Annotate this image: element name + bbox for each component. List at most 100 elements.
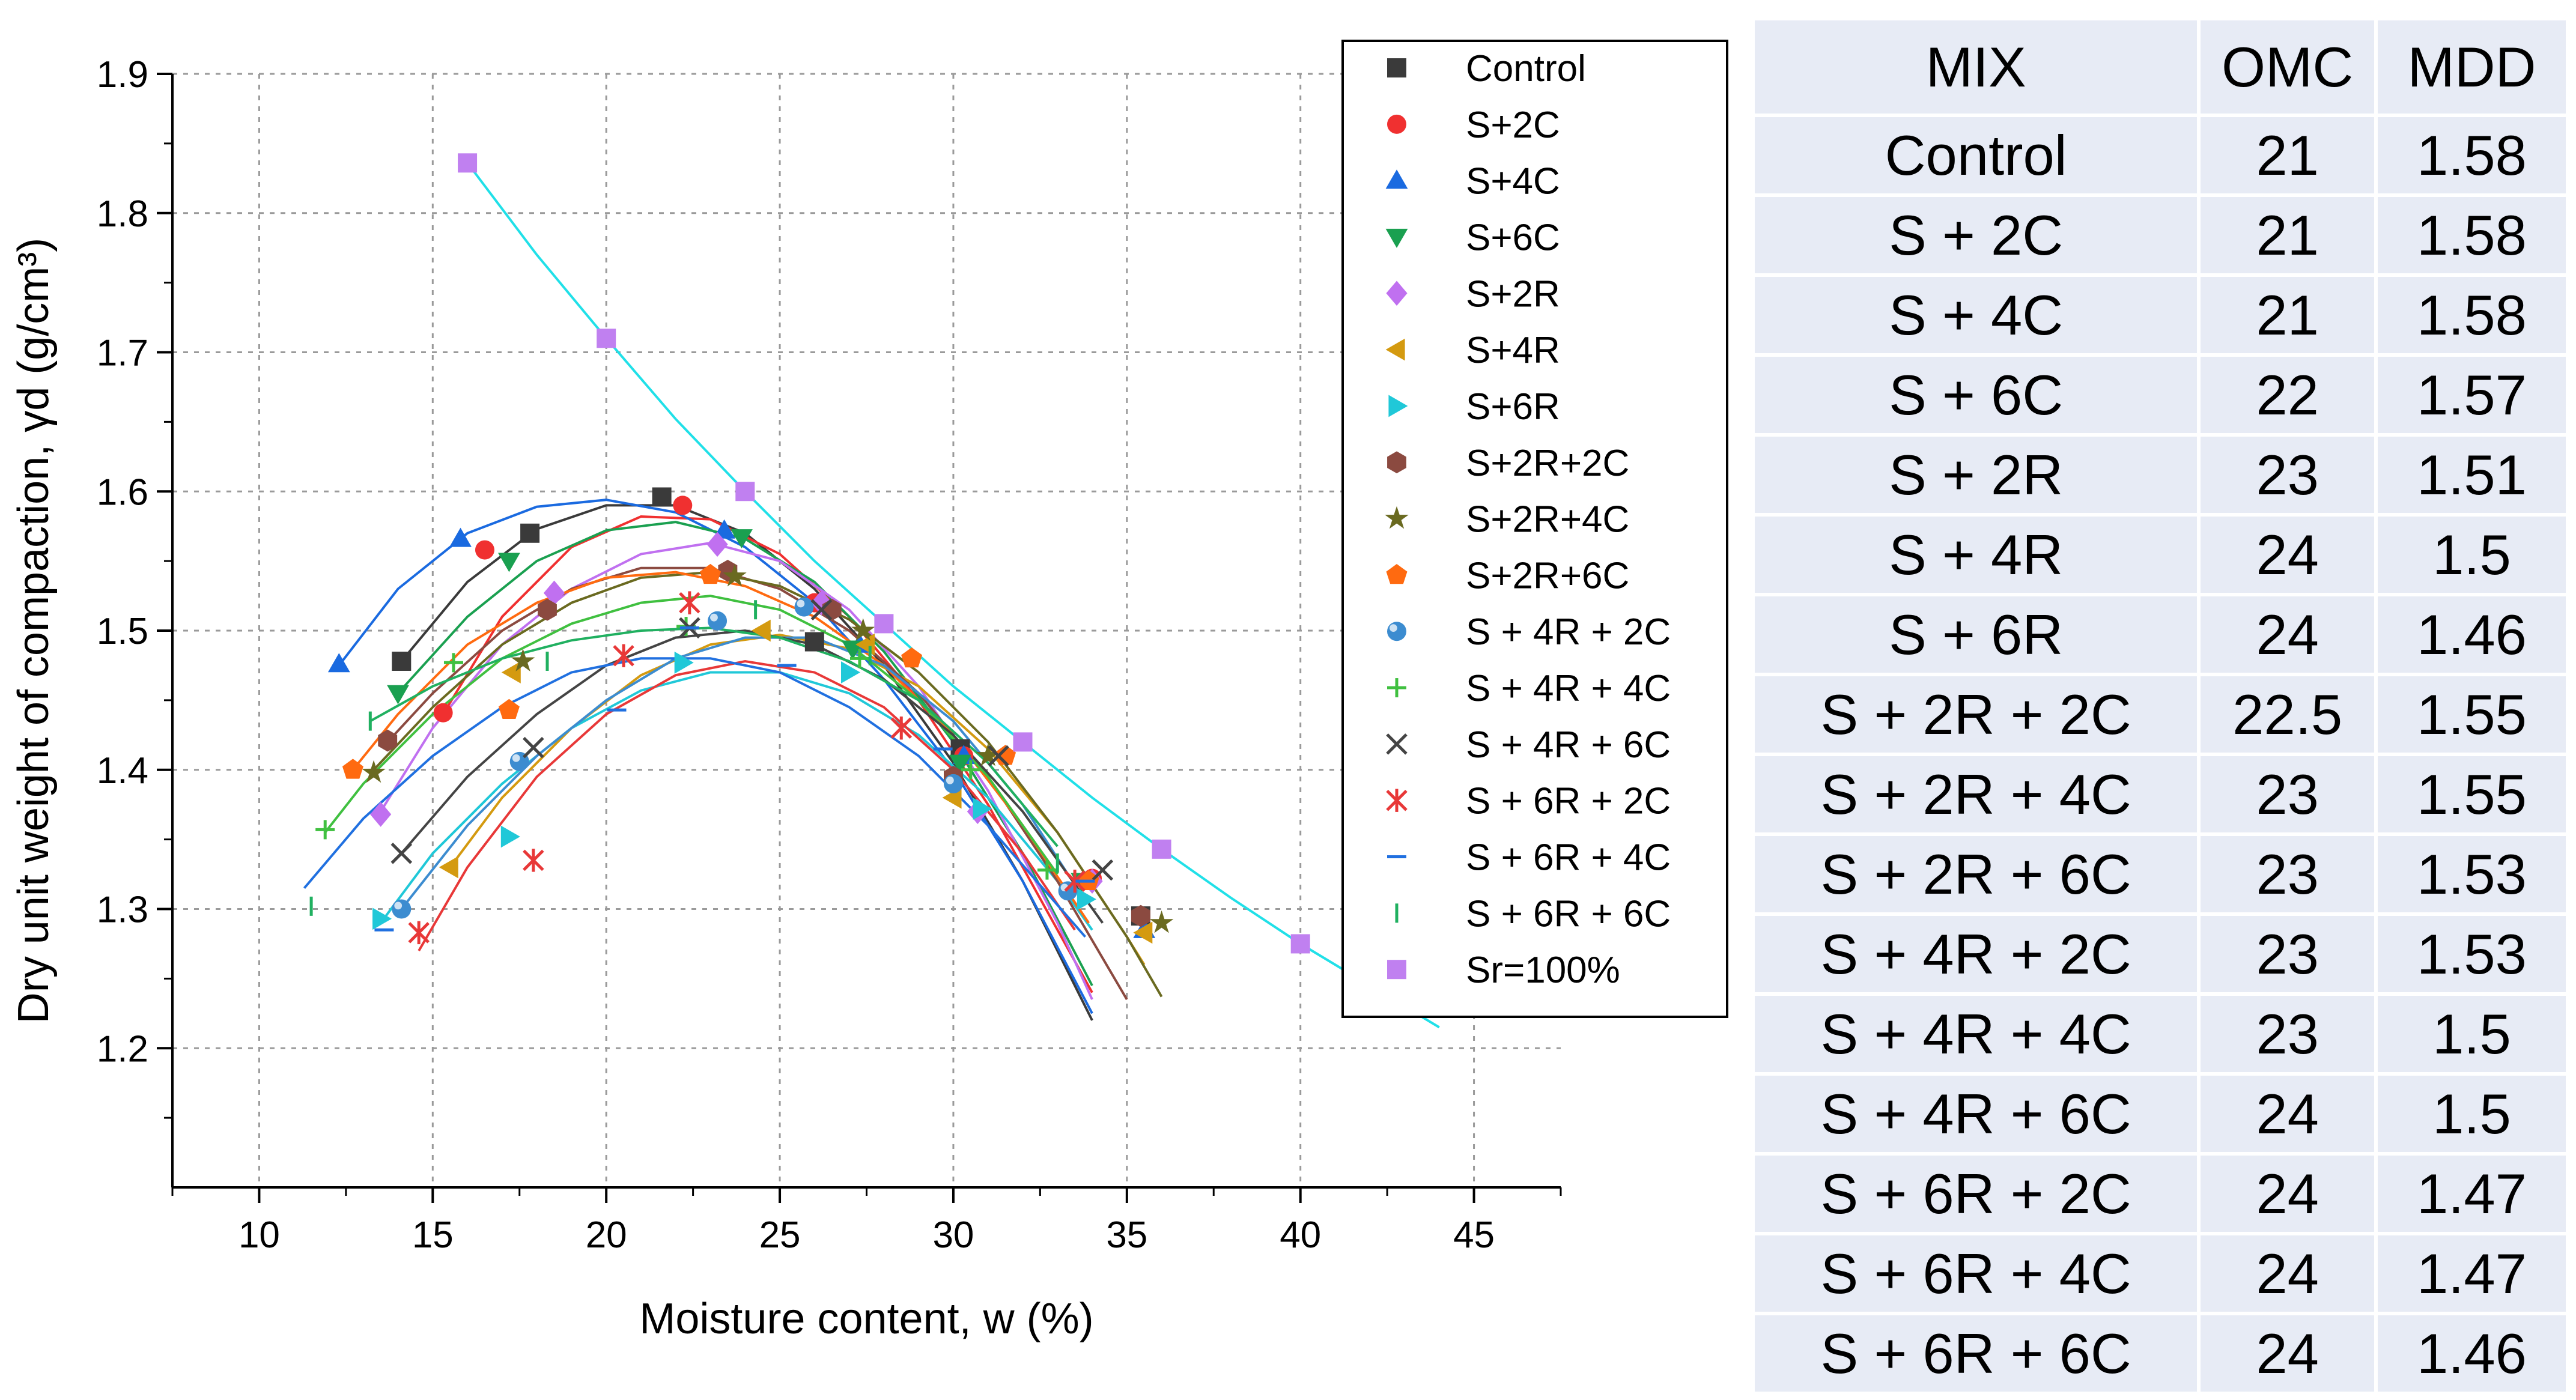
point-s-4r — [439, 856, 458, 879]
mix-table: MIX OMC MDD Control 21 1.58 S + 2C 21 1.58 S… — [1751, 17, 2569, 1395]
point-s-2r — [543, 580, 565, 606]
point-sr-100-shape — [1290, 934, 1310, 954]
point-s-2r-4c — [362, 760, 386, 783]
table-row: S + 2R + 6C 23 1.53 — [1755, 836, 2566, 912]
point-s-4r-shape — [1133, 921, 1153, 944]
point-sr-100-shape — [597, 329, 616, 348]
point-s-4r-2c-highlight — [946, 776, 954, 784]
cell-omc: 21 — [2201, 197, 2374, 273]
point-s-6c-shape — [498, 553, 520, 572]
cell-mix: S + 6R + 2C — [1755, 1156, 2198, 1232]
table-row: Control 21 1.58 — [1755, 117, 2566, 193]
cell-omc: 24 — [2201, 596, 2374, 673]
y-tick-label: 1.2 — [97, 1028, 148, 1070]
legend-marker-shape — [1385, 338, 1405, 361]
cell-mix: S + 2R + 4C — [1755, 756, 2198, 832]
cell-omc: 24 — [2201, 517, 2374, 593]
legend-marker-highlight — [1390, 624, 1397, 632]
point-s-2r-shape — [370, 802, 392, 827]
cell-mix: S + 6C — [1755, 357, 2198, 433]
point-s-6r — [500, 825, 520, 848]
cell-mdd: 1.58 — [2377, 277, 2566, 353]
legend-marker — [1388, 395, 1408, 417]
point-s-2r-4c — [1149, 910, 1174, 933]
axes: 10 15 20 25 30 35 40 45 1.2 1.3 1.4 1.5 1.6 1.7 1.8 1.9… — [10, 54, 1562, 1343]
table-row: S + 4R + 4C 23 1.5 — [1755, 996, 2566, 1072]
point-s-6r-shape — [973, 798, 992, 820]
point-s-2r-6c — [995, 745, 1016, 765]
curve-s-6r — [379, 671, 1093, 931]
table-row: S + 6C 22 1.57 — [1755, 357, 2566, 433]
legend-label: S+4C — [1466, 161, 1560, 202]
point-s-4r-6c — [810, 599, 833, 621]
y-axis-label: Dry unit weight of compaction, γd (g/cm³… — [10, 238, 58, 1023]
point-s-2c-shape — [673, 495, 693, 515]
point-sr-100-shape — [1152, 839, 1171, 859]
x-tick-label: 15 — [412, 1214, 454, 1256]
point-control-shape — [520, 523, 540, 543]
legend-label: S + 4R + 4C — [1466, 668, 1671, 709]
legend-marker-shape — [1387, 58, 1406, 77]
point-s-4r-6c — [390, 843, 413, 864]
cell-mdd: 1.58 — [2377, 197, 2566, 273]
legend-marker — [1386, 789, 1408, 812]
legend-marker — [1385, 338, 1405, 361]
point-s-4r-2c-shape — [943, 774, 963, 793]
point-s-2r-4c-shape — [851, 618, 875, 641]
cell-omc: 24 — [2201, 1235, 2374, 1312]
point-control — [520, 523, 540, 543]
cell-mdd: 1.5 — [2377, 996, 2566, 1072]
legend-marker — [1387, 678, 1406, 698]
point-sr-100-shape — [735, 482, 755, 502]
legend-label: Sr=100% — [1466, 950, 1620, 991]
cell-mdd: 1.46 — [2377, 1315, 2566, 1392]
point-s-6r-2c — [679, 591, 700, 614]
point-s-4r-2c — [943, 774, 963, 793]
point-control-shape — [392, 651, 412, 671]
point-s-2r-4c-shape — [1149, 910, 1174, 933]
header-mix: MIX — [1755, 20, 2198, 114]
legend-marker-shape — [1387, 960, 1406, 980]
point-s-6c-shape — [387, 685, 409, 705]
point-s-6r — [973, 798, 992, 820]
legend-label: S + 4R + 2C — [1466, 611, 1671, 653]
cell-mix: S + 2R + 2C — [1755, 676, 2198, 753]
table-header-row: MIX OMC MDD — [1755, 20, 2566, 114]
cell-mdd: 1.53 — [2377, 836, 2566, 912]
legend-marker — [1386, 733, 1408, 755]
legend-label: S+6C — [1466, 217, 1560, 258]
cell-mdd: 1.55 — [2377, 676, 2566, 753]
cell-omc: 21 — [2201, 117, 2374, 193]
legend-marker-shape — [1387, 451, 1406, 474]
point-s-2r-4c-shape — [723, 563, 747, 587]
table-row: S + 2R + 2C 22.5 1.55 — [1755, 676, 2566, 753]
cell-mix: S + 6R — [1755, 596, 2198, 673]
cell-mdd: 1.46 — [2377, 596, 2566, 673]
legend-marker-shape — [1388, 395, 1408, 417]
legend-marker — [1386, 280, 1408, 306]
data-markers — [309, 153, 1310, 954]
legend-marker-shape — [1387, 622, 1406, 641]
point-s-4c-shape — [449, 527, 472, 547]
point-s-2r-4c-shape — [511, 649, 535, 671]
point-s-2r-4c — [851, 618, 875, 641]
x-tick-label: 45 — [1453, 1214, 1495, 1256]
point-s-4r-2c-highlight — [710, 613, 718, 622]
legend-label: S + 6R + 6C — [1466, 893, 1671, 935]
cell-mdd: 1.5 — [2377, 1076, 2566, 1152]
point-s-4r-6c-shape — [988, 745, 1009, 767]
curve-s-6r-4c — [303, 657, 1087, 938]
point-s-2r-6c-shape — [498, 698, 520, 719]
point-s-6r-2c — [613, 644, 634, 667]
point-s-4r-6c-shape — [523, 736, 544, 759]
legend-label: S+2R+6C — [1466, 555, 1629, 596]
legend-marker — [1387, 622, 1406, 641]
point-s-2r-2c — [538, 598, 557, 621]
x-tick-label: 10 — [238, 1214, 280, 1256]
legend-marker-shape — [1386, 280, 1408, 306]
point-s-2r-shape — [543, 580, 565, 606]
point-s-4r-6c-shape — [390, 843, 413, 864]
cell-mix: S + 4R + 6C — [1755, 1076, 2198, 1152]
table-row: S + 2R 23 1.51 — [1755, 437, 2566, 513]
legend-marker-shape — [1386, 564, 1408, 584]
